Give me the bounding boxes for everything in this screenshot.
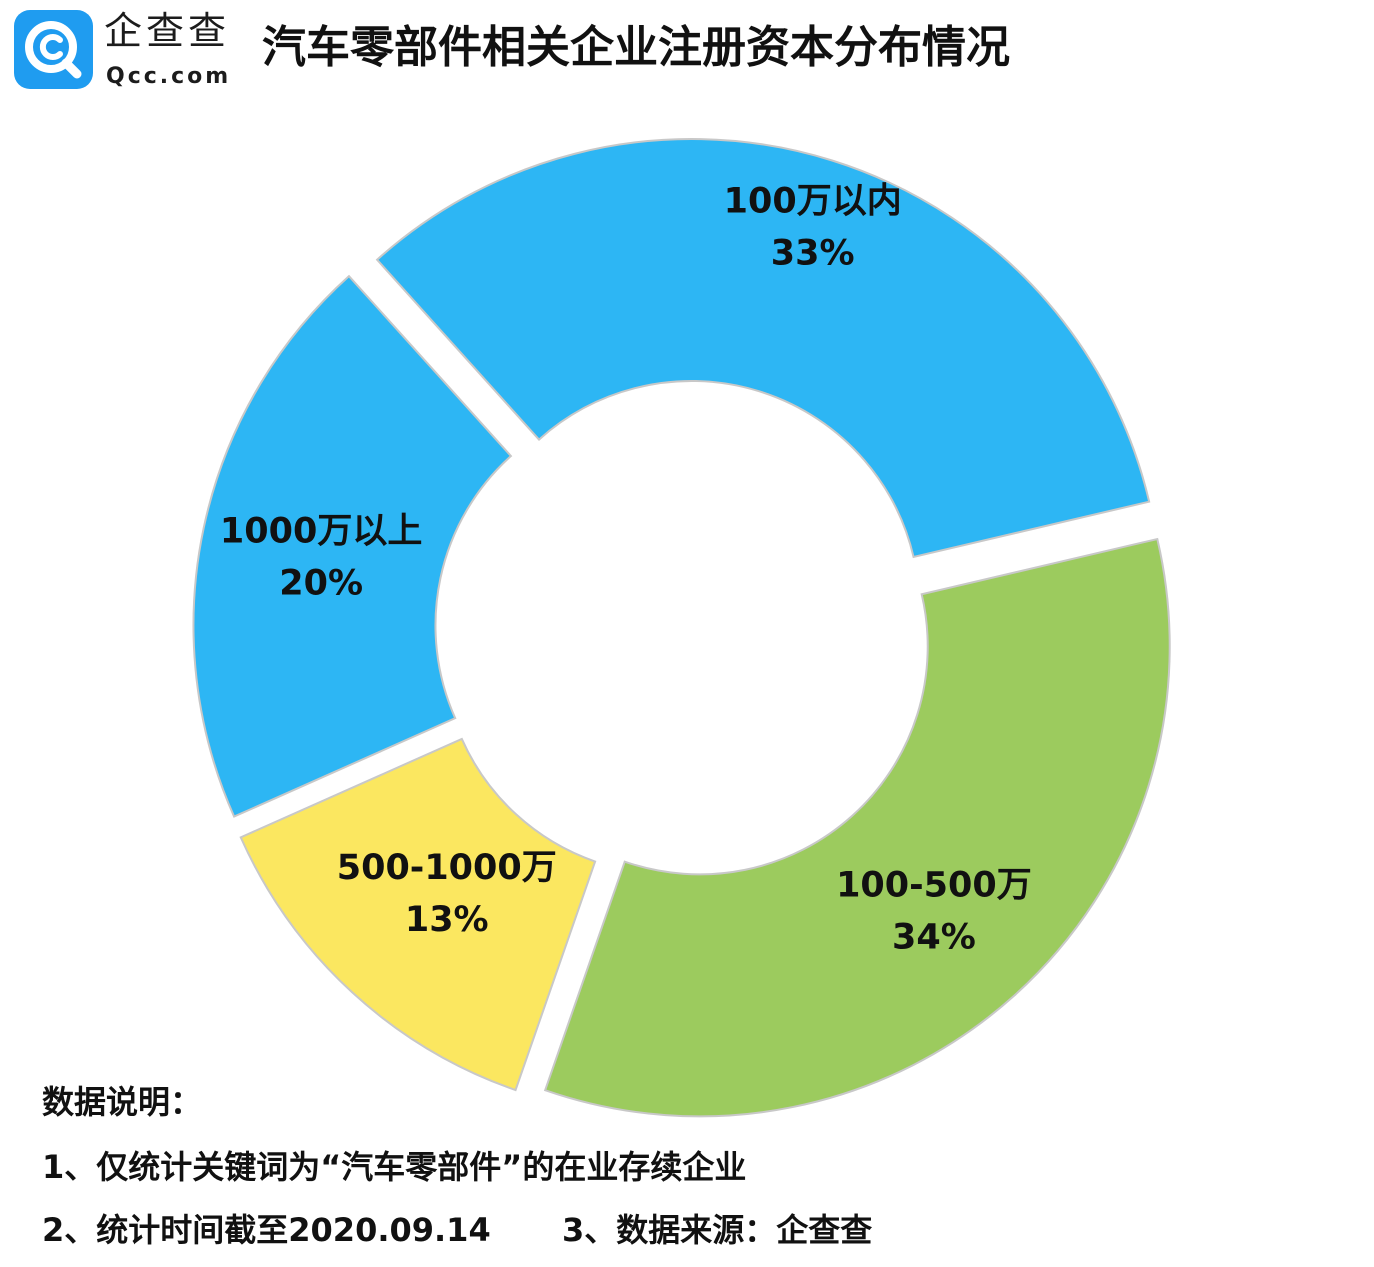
slice-label: 100-500万 (836, 865, 1032, 905)
slice-percent: 13% (405, 900, 489, 940)
slice-label: 500-1000万 (337, 848, 557, 888)
note-line-3: 3、数据来源：企查查 (562, 1211, 873, 1249)
note-line-1: 1、仅统计关键词为“汽车零部件”的在业存续企业 (42, 1148, 747, 1186)
donut-slice (192, 274, 513, 818)
page-title: 汽车零部件相关企业注册资本分布情况 (262, 22, 1010, 73)
slice-label: 100万以内 (724, 182, 902, 222)
donut-slice (543, 537, 1171, 1118)
slice-label: 1000万以上 (220, 512, 422, 552)
notes-heading: 数据说明： (42, 1083, 203, 1121)
header: 企查查 Qcc.com 汽车零部件相关企业注册资本分布情况 (0, 0, 1374, 100)
slice-percent: 34% (892, 917, 976, 957)
note-line-2: 2、统计时间截至2020.09.14 (42, 1211, 491, 1249)
slice-percent: 20% (279, 564, 363, 604)
donut-slice (375, 138, 1151, 559)
logo-name: 企查查 (104, 9, 231, 53)
slice-percent: 33% (771, 234, 855, 274)
logo-domain: Qcc.com (106, 64, 232, 89)
donut-slice (239, 737, 597, 1092)
qcc-logo-icon (14, 10, 93, 89)
